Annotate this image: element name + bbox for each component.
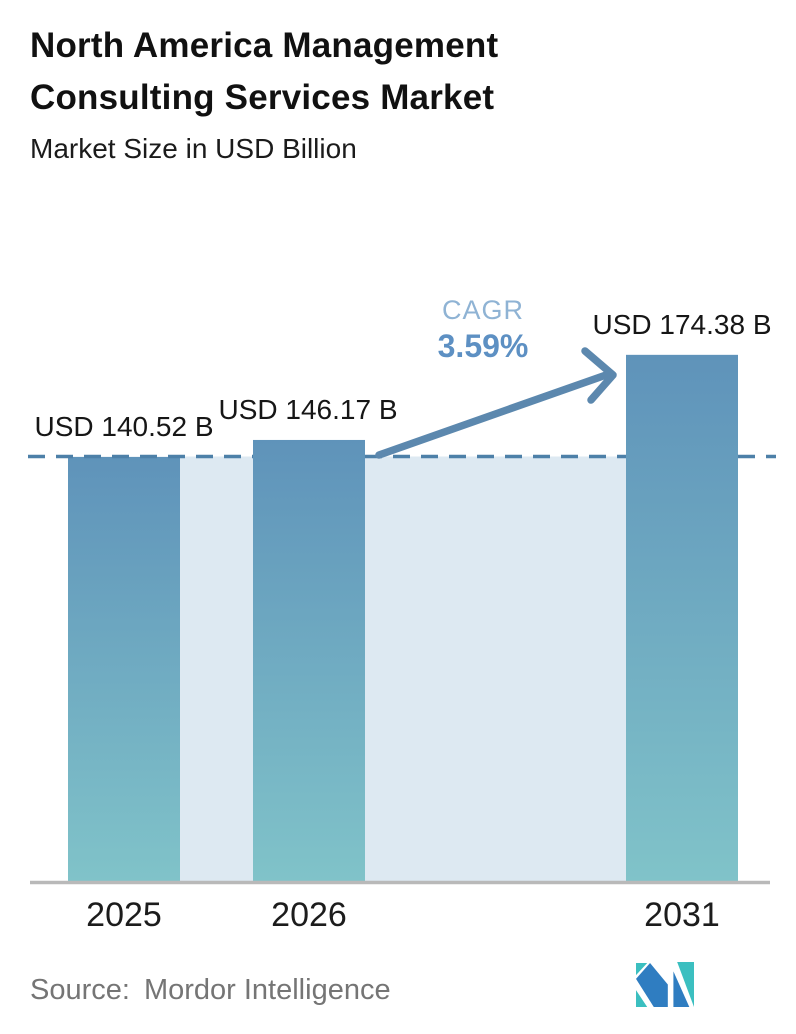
value-label-2026: USD 146.17 B bbox=[218, 393, 398, 425]
logo-shape bbox=[677, 962, 694, 1007]
chart-title: North America Management Consulting Serv… bbox=[30, 26, 499, 117]
bar-2031 bbox=[626, 354, 738, 882]
logo-shape bbox=[673, 971, 690, 1007]
cagr-arrow bbox=[375, 347, 617, 459]
value-label-2031: USD 174.38 B bbox=[592, 308, 772, 340]
cagr-value: 3.59% bbox=[437, 328, 529, 364]
source-label: Source: bbox=[30, 974, 130, 1006]
bar-2026 bbox=[253, 439, 365, 881]
cagr-label: CAGR bbox=[441, 295, 525, 325]
chart-subtitle: Market Size in USD Billion bbox=[30, 133, 357, 164]
cagr-annotation: CAGR 3.59% bbox=[438, 294, 529, 366]
logo-shape bbox=[636, 962, 668, 1007]
year-label-2031: 2031 bbox=[644, 896, 720, 934]
source-value: Mordor Intelligence bbox=[143, 974, 391, 1006]
chart-header: North America Management Consulting Serv… bbox=[30, 20, 770, 165]
bar-2025 bbox=[68, 457, 180, 881]
year-label-2026: 2026 bbox=[271, 896, 347, 934]
value-label-2025: USD 140.52 B bbox=[34, 411, 214, 442]
year-label-2025: 2025 bbox=[86, 896, 162, 934]
logo-shape bbox=[636, 990, 648, 1007]
source-line: Source: Mordor Intelligence bbox=[30, 974, 391, 1007]
mordor-intelligence-logo bbox=[636, 962, 694, 1007]
